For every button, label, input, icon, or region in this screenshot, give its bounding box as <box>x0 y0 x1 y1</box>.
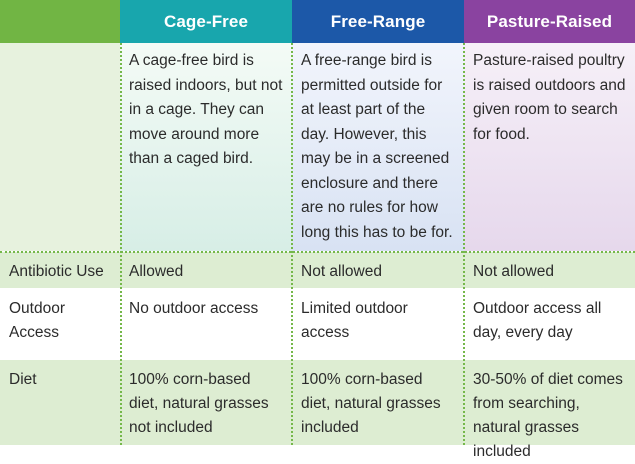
header-corner-cell <box>0 0 120 43</box>
table-cell: Not allowed <box>464 252 635 288</box>
table-cell: 100% corn-based diet, natural grasses no… <box>120 360 292 445</box>
row-label: Antibiotic Use <box>0 252 120 288</box>
table-cell: Allowed <box>120 252 292 288</box>
table-cell: Outdoor access all day, every day <box>464 289 635 359</box>
description-pasture-raised: Pasture-raised poultry is raised outdoor… <box>464 43 635 251</box>
table-cell: 100% corn-based diet, natural grasses in… <box>292 360 464 445</box>
table-row-diet: Diet 100% corn-based diet, natural grass… <box>0 360 635 460</box>
table-cell: Limited outdoor access <box>292 289 464 359</box>
description-cage-free: A cage-free bird is raised indoors, but … <box>120 43 292 251</box>
table-cell: Not allowed <box>292 252 464 288</box>
description-row: A cage-free bird is raised indoors, but … <box>0 43 635 251</box>
table-row-outdoor-access: Outdoor Access No outdoor access Limited… <box>0 289 635 359</box>
header-cage-free: Cage-Free <box>120 0 292 43</box>
header-pasture-raised: Pasture-Raised <box>464 0 635 43</box>
header-free-range: Free-Range <box>292 0 464 43</box>
description-label-cell <box>0 43 120 251</box>
description-free-range: A free-range bird is permitted outside f… <box>292 43 464 251</box>
table-row-antibiotic-use: Antibiotic Use Allowed Not allowed Not a… <box>0 252 635 288</box>
row-label: Diet <box>0 360 120 445</box>
table-cell: 30-50% of diet comes from searching, nat… <box>464 360 635 460</box>
row-label: Outdoor Access <box>0 289 120 359</box>
header-row: Cage-Free Free-Range Pasture-Raised <box>0 0 635 43</box>
table-cell: No outdoor access <box>120 289 292 359</box>
